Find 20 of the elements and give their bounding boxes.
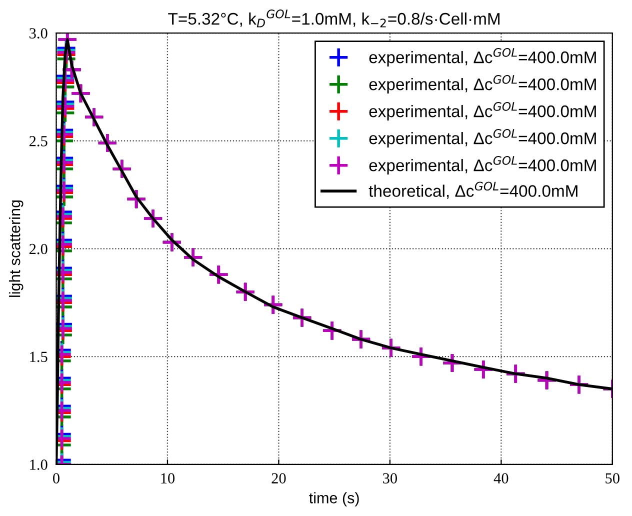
y-tick-label: 2.0 [29,244,48,254]
legend-label: experimental, Δc$^{GOL}$=400.0mM [369,102,596,121]
x-tick-label: 50 [606,473,620,484]
x-tick-label: 30 [383,473,397,484]
x-tick-label: 10 [161,473,175,484]
legend-label: experimental, Δc$^{GOL}$=400.0mM [369,156,596,175]
legend-label: theoretical, Δc$^{GOL}$=400.0mM [368,182,578,199]
y-tick-label: 3.0 [30,28,48,39]
x-tick-label: 0 [53,473,60,484]
legend-label: experimental, Δc$^{GOL}$=400.0mM [369,48,596,67]
x-axis-title: time (s) [309,492,359,506]
y-tick-label: 1.0 [30,460,48,470]
legend-label: experimental, Δc$^{GOL}$=400.0mM [369,75,596,94]
chart-title: T=5.32°C, k$_{D}$$^{GOL}$=1.0mM, k$_{−2}$=0.8/s·Cell·mM [168,10,500,28]
x-tick-label: 40 [494,473,508,484]
x-tick-label: 20 [272,473,286,484]
legend-label: experimental, Δc$^{GOL}$=400.0mM [369,129,596,148]
y-axis-title: light scattering [9,200,24,297]
y-tick-label: 1.5 [30,352,48,362]
y-tick-label: 2.5 [29,136,48,146]
